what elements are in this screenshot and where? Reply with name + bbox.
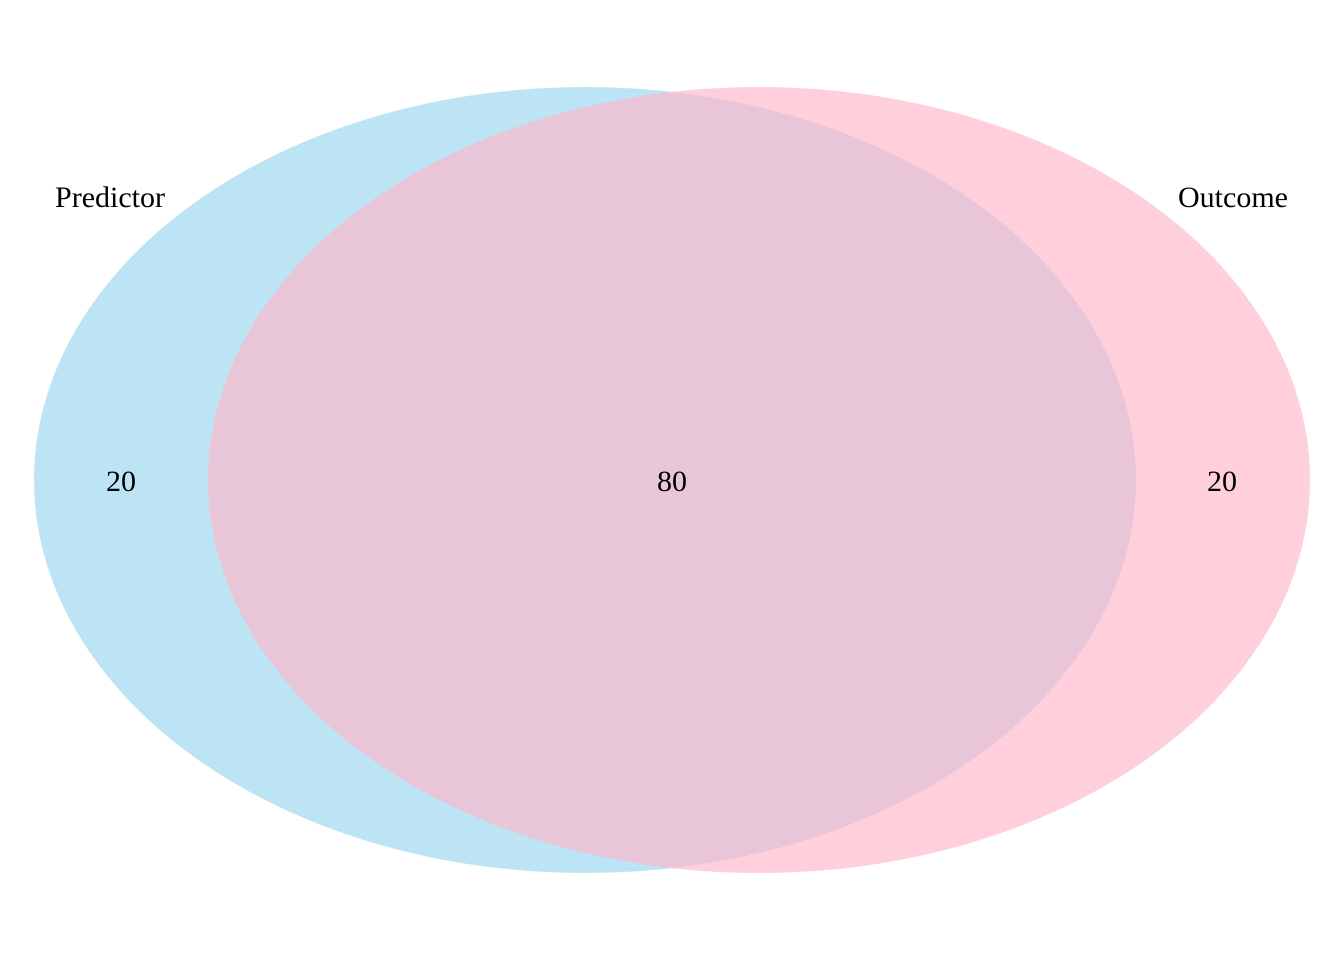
outcome-set-ellipse — [208, 87, 1310, 873]
predictor-set-label: Predictor — [55, 181, 165, 214]
outcome-only-count: 20 — [1207, 465, 1237, 498]
outcome-set-label: Outcome — [1178, 181, 1288, 214]
intersection-count: 80 — [657, 465, 687, 498]
predictor-only-count: 20 — [106, 465, 136, 498]
